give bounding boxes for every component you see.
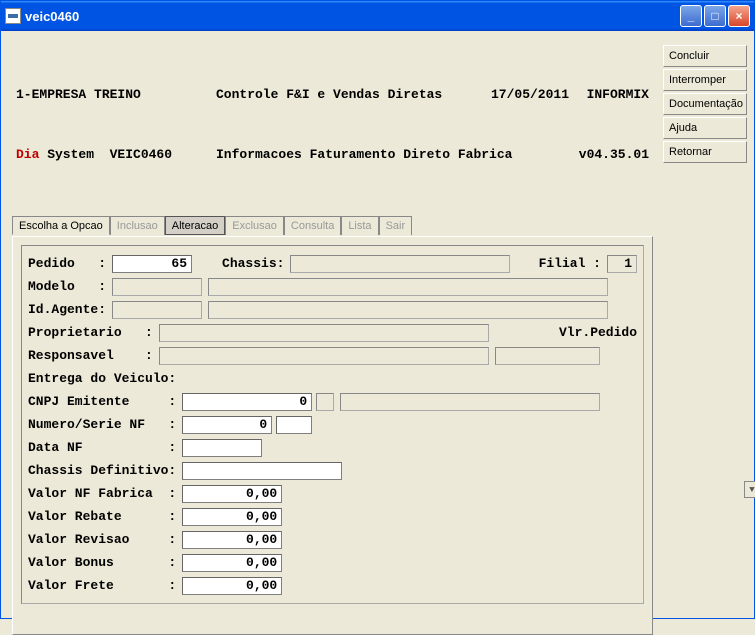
tab-escolha[interactable]: Escolha a Opcao: [12, 216, 110, 235]
field-responsavel: [159, 347, 489, 365]
scroll-down-icon[interactable]: ▼: [744, 481, 755, 498]
client-area: 1-EMPRESA TREINO Controle F&I e Vendas D…: [2, 31, 753, 617]
input-pedido[interactable]: [112, 255, 192, 273]
input-vrevisao[interactable]: [182, 531, 282, 549]
field-proprietario: [159, 324, 489, 342]
input-cnpj[interactable]: [182, 393, 312, 411]
tab-sair[interactable]: Sair: [379, 216, 413, 235]
input-serienf[interactable]: [276, 416, 312, 434]
header-empresa: 1-EMPRESA TREINO: [16, 85, 216, 105]
header-titulo: Controle F&I e Vendas Diretas: [216, 85, 459, 105]
label-chassis: Chassis:: [222, 256, 284, 271]
input-numnf[interactable]: [182, 416, 272, 434]
window-title: veic0460: [25, 9, 680, 24]
main-pane: 1-EMPRESA TREINO Controle F&I e Vendas D…: [2, 31, 663, 617]
titlebar[interactable]: veic0460 _ □ ×: [1, 1, 754, 31]
header-system: Dia System VEIC0460: [16, 145, 216, 165]
input-vnffab[interactable]: [182, 485, 282, 503]
header-db: INFORMIX: [569, 85, 649, 105]
label-chassisdef: Chassis Definitivo:: [28, 463, 176, 478]
label-vnffab: Valor NF Fabrica :: [28, 486, 176, 501]
input-vbonus[interactable]: [182, 554, 282, 572]
input-chassisdef[interactable]: [182, 462, 342, 480]
label-vfrete: Valor Frete :: [28, 578, 176, 593]
label-cnpj: CNPJ Emitente :: [28, 394, 176, 409]
label-modelo: Modelo :: [28, 279, 106, 294]
maximize-button[interactable]: □: [704, 5, 726, 27]
tab-inclusao[interactable]: Inclusao: [110, 216, 165, 235]
field-chassis: [290, 255, 510, 273]
field-idagente-cod: [112, 301, 202, 319]
label-entrega: Entrega do Veiculo:: [28, 371, 176, 386]
header-versao: v04.35.01: [569, 145, 649, 165]
app-icon: [5, 8, 21, 24]
input-vfrete[interactable]: [182, 577, 282, 595]
btn-documentacao[interactable]: Documentação: [663, 93, 747, 115]
minimize-button[interactable]: _: [680, 5, 702, 27]
label-idagente: Id.Agente:: [28, 302, 106, 317]
label-vrevisao: Valor Revisao :: [28, 532, 176, 547]
tab-exclusao[interactable]: Exclusao: [225, 216, 284, 235]
field-idagente-desc: [208, 301, 608, 319]
tab-alteracao[interactable]: Alteracao: [165, 216, 225, 235]
header-dia: Dia: [16, 147, 39, 162]
side-pane: Concluir Interromper Documentação Ajuda …: [663, 31, 753, 617]
tab-lista[interactable]: Lista: [341, 216, 378, 235]
header-block: 1-EMPRESA TREINO Controle F&I e Vendas D…: [12, 45, 653, 215]
label-proprietario: Proprietario :: [28, 325, 153, 340]
label-datanf: Data NF :: [28, 440, 176, 455]
input-datanf[interactable]: [182, 439, 262, 457]
label-vbonus: Valor Bonus :: [28, 555, 176, 570]
input-vrebate[interactable]: [182, 508, 282, 526]
header-data: 17/05/2011: [459, 85, 569, 105]
tab-bar: Escolha a Opcao Inclusao Alteracao Exclu…: [12, 215, 653, 234]
field-cnpj-nome: [340, 393, 600, 411]
btn-retornar[interactable]: Retornar: [663, 141, 747, 163]
field-cnpj-aux: [316, 393, 334, 411]
field-modelo-cod: [112, 278, 202, 296]
field-vlrpedido: [495, 347, 600, 365]
form-inner: Pedido : Chassis: Filial : Modelo: [21, 245, 644, 604]
btn-interromper[interactable]: Interromper: [663, 69, 747, 91]
label-filial: Filial :: [539, 256, 601, 271]
label-responsavel: Responsavel :: [28, 348, 153, 363]
label-pedido: Pedido :: [28, 256, 106, 271]
label-vrebate: Valor Rebate :: [28, 509, 176, 524]
btn-concluir[interactable]: Concluir: [663, 45, 747, 67]
label-numnf: Numero/Serie NF :: [28, 417, 176, 432]
window-controls: _ □ ×: [680, 5, 750, 27]
app-window: veic0460 _ □ × 1-EMPRESA TREINO Controle…: [0, 0, 755, 619]
close-button[interactable]: ×: [728, 5, 750, 27]
field-filial: [607, 255, 637, 273]
form-panel: Pedido : Chassis: Filial : Modelo: [12, 236, 653, 635]
label-vlrpedido: Vlr.Pedido: [559, 325, 637, 340]
tab-consulta[interactable]: Consulta: [284, 216, 341, 235]
btn-ajuda[interactable]: Ajuda: [663, 117, 747, 139]
header-subtitulo: Informacoes Faturamento Direto Fabrica: [216, 145, 459, 165]
field-modelo-desc: [208, 278, 608, 296]
